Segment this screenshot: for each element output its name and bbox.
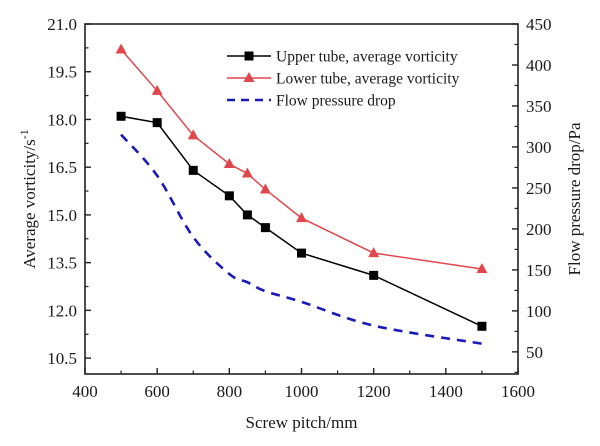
y-left-tick-label: 16.5 [47,158,77,177]
y-right-tick-label: 150 [526,261,552,280]
series-3 [120,133,483,345]
legend: Upper tube, average vorticity Lower tube,… [227,49,460,110]
data-point [188,165,198,175]
data-point [241,167,253,178]
legend-marker [244,51,254,61]
y-left-tick-label: 18.0 [47,110,77,129]
data-point [369,270,379,280]
legend-label: Upper tube, average vorticity [276,49,458,66]
y-left-tick-label: 21.0 [47,15,77,34]
y-right-tick-label: 400 [526,56,552,75]
y-left-axis-title-superscript: -1 [17,129,31,139]
data-point [224,191,234,201]
data-point [115,43,127,54]
y-left-tick-label: 15.0 [47,206,77,225]
data-point [116,111,126,121]
y-right-tick-label: 250 [526,179,552,198]
y-left-axis-title-main: Average vorticity/s [20,139,39,269]
data-point [297,248,306,258]
y-left-tick-label: 10.5 [47,349,77,368]
y-right-tick-label: 300 [526,138,552,157]
y-right-axis-ticks: 450 400 350 300 250 200 150 100 50 [512,15,552,373]
legend-label: Flow pressure drop [276,93,396,110]
legend-marker [243,72,255,82]
y-left-axis-title: Average vorticity/s-1 [17,129,39,269]
y-right-tick-label: 350 [526,97,552,116]
y-left-tick-label: 19.5 [47,63,77,82]
legend-item: Upper tube, average vorticity [227,49,458,66]
y-right-axis-title: Flow pressure drop/Pa [565,122,584,275]
data-point [260,223,270,233]
x-tick-label: 1000 [285,382,319,401]
y-right-tick-label: 200 [526,220,552,239]
data-point [151,84,163,95]
series-line [120,133,483,345]
series-layer [115,43,488,345]
data-point [368,247,380,258]
data-point [259,183,271,194]
x-axis-title: Screw pitch/mm [246,413,358,432]
y-left-axis-ticks: 21.0 19.5 18.0 16.5 15.0 13.5 12.0 10.5 [47,15,91,368]
x-tick-label: 800 [217,382,243,401]
legend-item: Lower tube, average vorticity [227,71,460,88]
y-right-tick-label: 450 [526,15,552,34]
legend-label: Lower tube, average vorticity [276,71,460,88]
data-point [242,210,252,220]
x-tick-label: 1200 [357,382,391,401]
y-right-tick-label: 50 [526,343,543,362]
data-point [187,129,199,140]
x-tick-label: 600 [144,382,170,401]
data-point [477,321,487,331]
data-point [152,118,162,128]
x-tick-label: 1400 [429,382,463,401]
data-point [296,212,307,223]
x-tick-label: 1600 [501,382,535,401]
y-left-tick-label: 13.5 [47,254,77,273]
legend-item: Flow pressure drop [227,93,396,110]
series-2 [115,43,488,273]
y-right-tick-label: 100 [526,302,552,321]
y-left-tick-label: 12.0 [47,301,77,320]
series-1 [116,111,487,331]
x-axis-ticks: 400 600 800 1000 1200 1400 1600 [72,368,535,401]
data-point [223,158,235,168]
x-tick-label: 400 [72,382,98,401]
data-point [476,263,488,273]
